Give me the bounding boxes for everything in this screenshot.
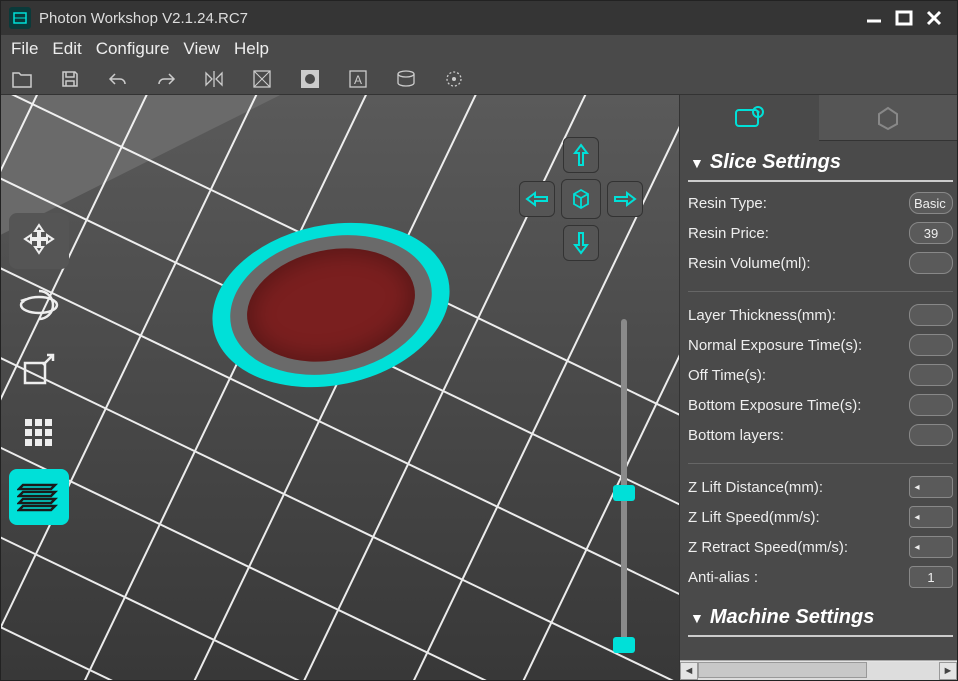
off-time-value[interactable] — [909, 364, 953, 386]
hollow-icon[interactable] — [249, 66, 275, 92]
view-left-button[interactable] — [519, 181, 555, 217]
view-home-button[interactable] — [561, 179, 601, 219]
slice-tool[interactable] — [9, 469, 69, 525]
resin-volume-value[interactable] — [909, 252, 953, 274]
hscroll-left-button[interactable]: ◄ — [680, 662, 698, 680]
close-button[interactable] — [919, 4, 949, 32]
field-bottom-layers: Bottom layers: — [688, 420, 953, 450]
menu-file[interactable]: File — [5, 37, 44, 61]
slider-handle-bottom[interactable] — [613, 637, 635, 653]
svg-text:A: A — [354, 73, 362, 87]
window-title: Photon Workshop V2.1.24.RC7 — [39, 10, 859, 27]
layer-slider[interactable] — [611, 305, 635, 655]
resin-type-value[interactable]: Basic — [909, 192, 953, 214]
auto-layout-icon[interactable] — [441, 66, 467, 92]
scale-tool[interactable] — [9, 341, 69, 397]
field-resin-type: Resin Type: Basic — [688, 188, 953, 218]
menu-configure[interactable]: Configure — [90, 37, 176, 61]
view-right-button[interactable] — [607, 181, 643, 217]
settings-scroll-area[interactable]: ▼ Slice Settings Resin Type: Basic Resin… — [680, 141, 957, 660]
menubar: File Edit Configure View Help — [1, 35, 957, 63]
slider-handle-top[interactable] — [613, 485, 635, 501]
tab-settings[interactable] — [680, 95, 819, 141]
field-normal-exposure: Normal Exposure Time(s): — [688, 330, 953, 360]
z-lift-distance-spinner[interactable]: ◂ — [909, 476, 953, 498]
maximize-button[interactable] — [889, 4, 919, 32]
slider-track — [621, 319, 627, 641]
tab-supports[interactable] — [819, 95, 958, 141]
hscroll-thumb[interactable] — [698, 662, 867, 678]
menu-edit[interactable]: Edit — [46, 37, 87, 61]
hole-icon[interactable] — [297, 66, 323, 92]
field-off-time: Off Time(s): — [688, 360, 953, 390]
menu-view[interactable]: View — [177, 37, 226, 61]
hscroll-track[interactable] — [698, 662, 939, 680]
redo-icon[interactable] — [153, 66, 179, 92]
view-up-button[interactable] — [563, 137, 599, 173]
section-title: Machine Settings — [710, 606, 874, 629]
bottom-exposure-value[interactable] — [909, 394, 953, 416]
app-logo-icon — [9, 7, 31, 29]
z-lift-speed-spinner[interactable]: ◂ — [909, 506, 953, 528]
section-title: Slice Settings — [710, 151, 841, 174]
toolbar: A — [1, 63, 957, 95]
field-resin-volume: Resin Volume(ml): — [688, 248, 953, 278]
app-window: Photon Workshop V2.1.24.RC7 File Edit Co… — [0, 0, 958, 681]
collapse-arrow-icon: ▼ — [690, 155, 704, 171]
resin-price-value[interactable]: 39 — [909, 222, 953, 244]
field-resin-price: Resin Price: 39 — [688, 218, 953, 248]
undo-icon[interactable] — [105, 66, 131, 92]
separator — [688, 454, 953, 464]
field-z-lift-speed: Z Lift Speed(mm/s): ◂ — [688, 502, 953, 532]
viewport-3d[interactable] — [1, 95, 679, 680]
open-icon[interactable] — [9, 66, 35, 92]
field-anti-alias: Anti-alias : 1 — [688, 562, 953, 592]
titlebar: Photon Workshop V2.1.24.RC7 — [1, 1, 957, 35]
field-z-lift-distance: Z Lift Distance(mm): ◂ — [688, 472, 953, 502]
field-layer-thickness: Layer Thickness(mm): — [688, 300, 953, 330]
panel-horizontal-scrollbar[interactable]: ◄ ► — [680, 660, 957, 680]
machine-settings-header[interactable]: ▼ Machine Settings — [688, 602, 953, 637]
right-panel-tabs — [680, 95, 957, 141]
text-icon[interactable]: A — [345, 66, 371, 92]
layer-thickness-value[interactable] — [909, 304, 953, 326]
view-down-button[interactable] — [563, 225, 599, 261]
z-retract-speed-spinner[interactable]: ◂ — [909, 536, 953, 558]
right-panel: ▼ Slice Settings Resin Type: Basic Resin… — [679, 95, 957, 680]
minimize-button[interactable] — [859, 4, 889, 32]
hscroll-right-button[interactable]: ► — [939, 662, 957, 680]
slice-settings-header[interactable]: ▼ Slice Settings — [688, 147, 953, 182]
left-toolbar — [1, 205, 77, 533]
normal-exposure-value[interactable] — [909, 334, 953, 356]
anti-alias-spinner[interactable]: 1 — [909, 566, 953, 588]
bottom-layers-value[interactable] — [909, 424, 953, 446]
collapse-arrow-icon: ▼ — [690, 610, 704, 626]
menu-help[interactable]: Help — [228, 37, 275, 61]
separator — [688, 282, 953, 292]
array-tool[interactable] — [9, 405, 69, 461]
save-icon[interactable] — [57, 66, 83, 92]
move-tool[interactable] — [9, 213, 69, 269]
field-bottom-exposure: Bottom Exposure Time(s): — [688, 390, 953, 420]
field-z-retract-speed: Z Retract Speed(mm/s): ◂ — [688, 532, 953, 562]
view-nav-pad — [516, 137, 646, 267]
rotate-tool[interactable] — [9, 277, 69, 333]
model-preview[interactable] — [181, 195, 481, 655]
main-area: ▼ Slice Settings Resin Type: Basic Resin… — [1, 95, 957, 680]
mirror-icon[interactable] — [201, 66, 227, 92]
cylinder-icon[interactable] — [393, 66, 419, 92]
